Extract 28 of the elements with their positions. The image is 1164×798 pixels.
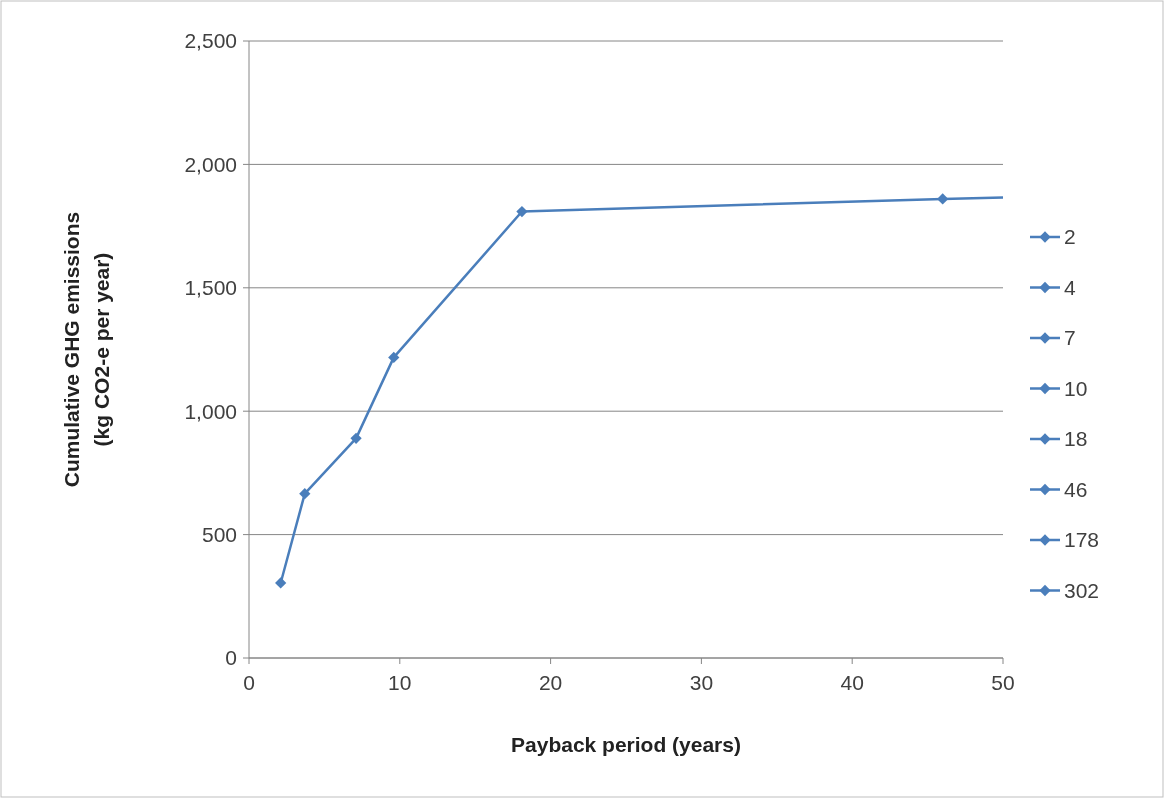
legend-label: 46 — [1064, 477, 1088, 501]
point — [937, 193, 949, 205]
y-tick-label: 2,000 — [184, 152, 237, 176]
x-axis-title: Payback period (years) — [511, 733, 741, 756]
point — [516, 205, 528, 218]
legend-label: 18 — [1064, 427, 1088, 451]
legend-label: 4 — [1064, 275, 1076, 299]
point — [350, 432, 362, 444]
y-tick-label: 2,500 — [184, 29, 237, 53]
legend-label: 7 — [1064, 326, 1076, 350]
legend-label: 10 — [1064, 376, 1088, 400]
x-tick-label: 0 — [243, 671, 255, 694]
legend-label: 302 — [1064, 578, 1100, 602]
x-tick-label: 30 — [689, 671, 714, 694]
y-axis-title: Cumulative GHG emissions (kg CO2-e per year) — [60, 211, 113, 488]
y-tick-label: 0 — [225, 646, 237, 670]
legend-label: 178 — [1064, 528, 1100, 552]
point — [388, 351, 400, 364]
point — [299, 488, 311, 500]
x-tick-label: 50 — [991, 671, 1015, 694]
point — [275, 577, 287, 589]
x-tick-label: 10 — [388, 671, 412, 694]
y-tick-label: 1,500 — [184, 276, 237, 300]
x-tick-label: 40 — [840, 671, 864, 694]
legend-label: 2 — [1064, 225, 1076, 249]
x-tick-label: 20 — [538, 671, 563, 694]
y-tick-label: 500 — [201, 522, 237, 546]
y-tick-label: 1,000 — [184, 399, 237, 423]
